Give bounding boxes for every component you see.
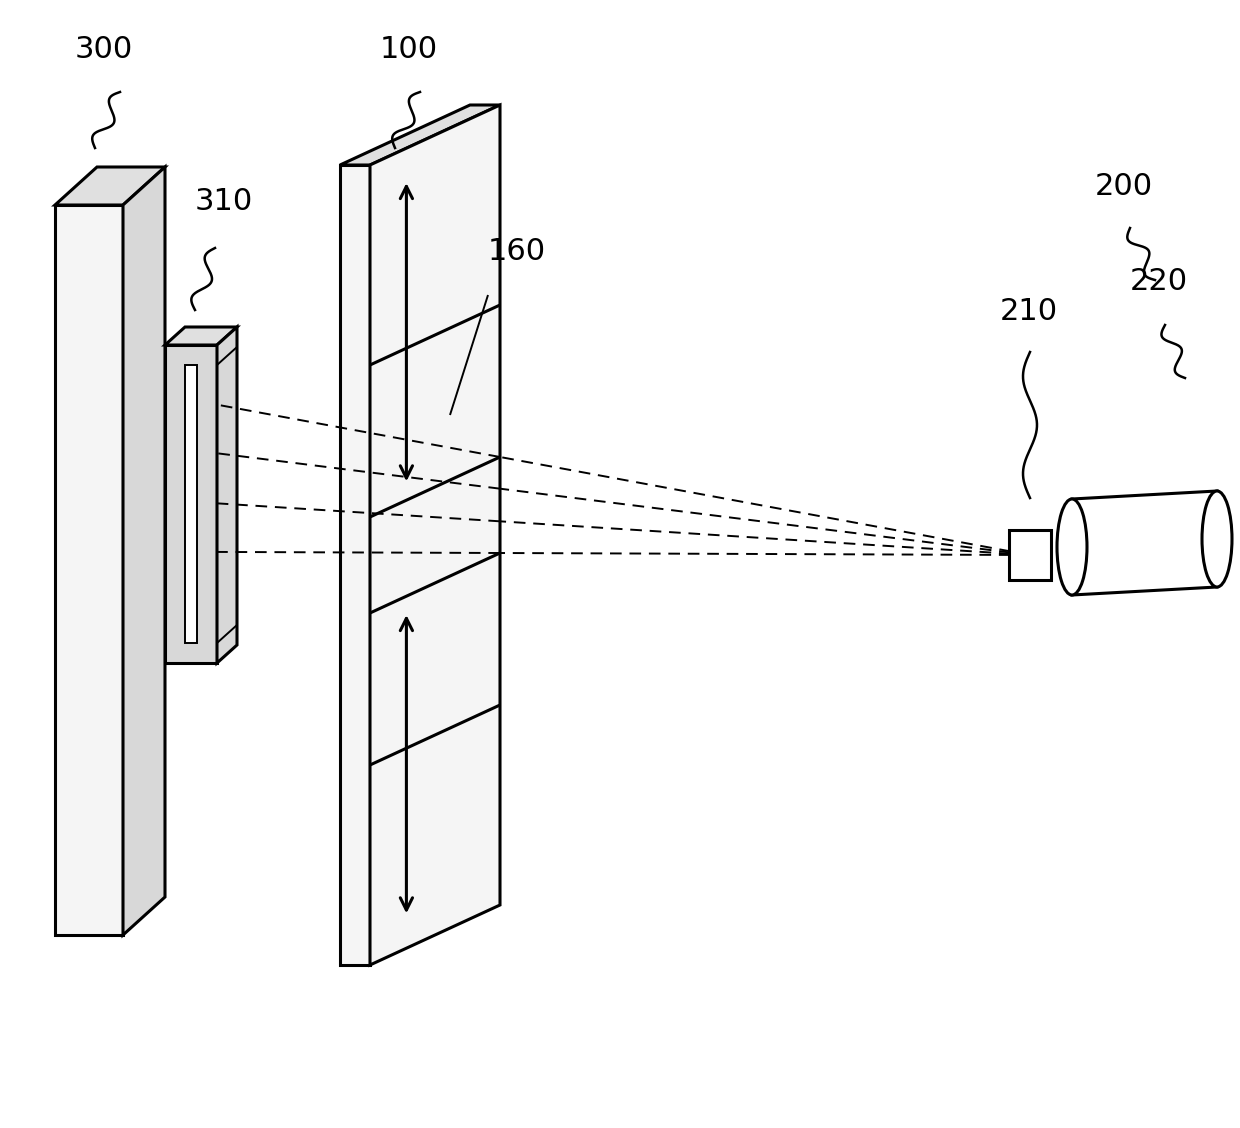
Polygon shape	[370, 105, 500, 964]
Polygon shape	[217, 327, 237, 663]
Polygon shape	[55, 167, 165, 205]
Text: 220: 220	[1130, 267, 1188, 296]
Text: 310: 310	[195, 187, 253, 215]
Text: 200: 200	[1095, 171, 1153, 201]
Polygon shape	[185, 365, 197, 643]
Polygon shape	[55, 205, 123, 935]
Polygon shape	[1073, 491, 1216, 594]
Text: 300: 300	[74, 35, 133, 64]
Polygon shape	[1009, 530, 1052, 580]
Polygon shape	[165, 327, 237, 345]
Polygon shape	[340, 105, 500, 165]
Ellipse shape	[1056, 499, 1087, 594]
Polygon shape	[340, 165, 370, 964]
Text: 160: 160	[489, 237, 546, 266]
Text: 210: 210	[999, 297, 1058, 326]
Text: 100: 100	[379, 35, 438, 64]
Ellipse shape	[1202, 491, 1233, 587]
Polygon shape	[123, 167, 165, 935]
Polygon shape	[165, 345, 217, 663]
